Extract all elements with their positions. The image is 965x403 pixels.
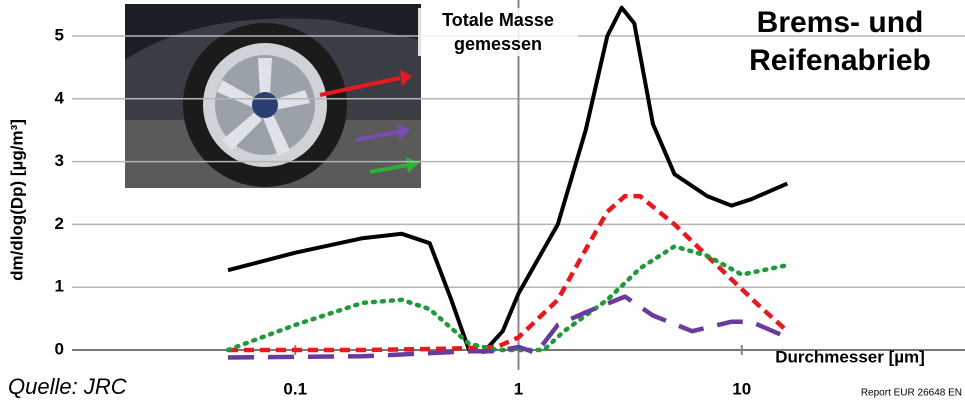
chart-title: Brems- und Reifenabrieb: [700, 4, 965, 80]
y-tick-label: 4: [55, 88, 65, 107]
report-note: Report EUR 26648 EN: [861, 388, 962, 399]
y-tick-label: 2: [55, 214, 64, 233]
page: {"chart_data": {"type": "line", "title":…: [0, 0, 965, 403]
x-tick-label: 0.1: [283, 379, 307, 398]
y-tick-label: 0: [55, 339, 64, 358]
y-tick-label: 5: [55, 25, 64, 44]
photo: [125, 4, 421, 188]
x-tick-label: 10: [732, 379, 751, 398]
x-axis-label: Durchmesser [µm]: [775, 347, 925, 366]
photo-hub: [252, 92, 278, 118]
y-tick-label: 3: [55, 151, 64, 170]
series-line: [228, 196, 787, 350]
x-tick-label: 1: [514, 379, 523, 398]
series-line: [228, 246, 787, 350]
annotation: Totale Masse gemessen: [418, 8, 578, 56]
y-tick-label: 1: [55, 277, 64, 296]
source: Quelle: JRC: [8, 374, 127, 399]
y-axis-label: dm/dlog(Dp) [µg/m³]: [7, 119, 26, 281]
